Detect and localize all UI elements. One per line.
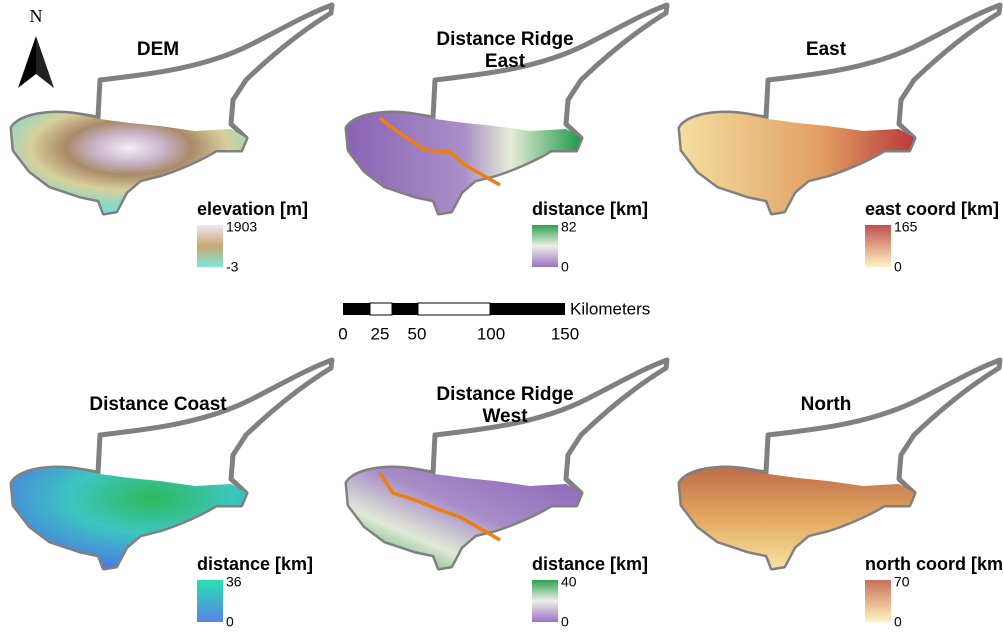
scale-tick-label: 50 (408, 324, 427, 343)
scale-unit: Kilometers (570, 299, 650, 318)
panel-title: Distance Ridge (436, 29, 573, 50)
legend-title: distance [km] (197, 554, 313, 574)
map-panel: North north coord [km]70 0 (680, 360, 1003, 629)
map-panel: Distance Coast distance [km]36 0 (12, 360, 332, 629)
legend-min: 0 (894, 259, 902, 275)
legend-max: 82 (561, 219, 577, 235)
north-arrow: N (18, 6, 54, 88)
figure: N Kilometers 0 25 50 100 150 DEM elevation [m… (0, 0, 1003, 629)
legend-min: 0 (561, 614, 569, 629)
legend-max: 165 (894, 219, 918, 235)
legend-ramp (865, 225, 891, 267)
scale-tick-label: 0 (338, 324, 347, 343)
legend-max: 36 (226, 574, 242, 590)
legend-max: 1903 (226, 219, 257, 235)
panel-title: North (801, 394, 852, 415)
scale-tick-label: 25 (371, 324, 390, 343)
legend-min: 0 (226, 614, 234, 629)
scale-bar: Kilometers 0 25 50 100 150 (338, 299, 650, 343)
legend-title: elevation [m] (197, 199, 308, 219)
legend-title: distance [km] (532, 199, 648, 219)
legend-ramp (532, 225, 558, 267)
legend-ramp (865, 580, 891, 622)
panel-title: Distance Coast (89, 394, 227, 415)
panel-title: East (806, 39, 847, 60)
legend-ramp (197, 225, 223, 267)
panel-title: East (485, 51, 526, 72)
panel-title: Distance Ridge (436, 384, 573, 405)
legend-title: north coord [km] (865, 554, 1003, 574)
map-panel: DEM elevation [m]1903 -3 (12, 5, 332, 275)
legend-max: 70 (894, 574, 910, 590)
legend-max: 40 (561, 574, 577, 590)
legend-min: 0 (561, 259, 569, 275)
legend-title: east coord [km] (865, 199, 999, 219)
legend-min: 0 (894, 614, 902, 629)
legend-title: distance [km] (532, 554, 648, 574)
legend-min: -3 (226, 259, 239, 275)
map-panel: East east coord [km]165 0 (680, 5, 1000, 275)
panel-title: DEM (137, 39, 179, 60)
scale-tick-label: 150 (551, 324, 579, 343)
legend-ramp (197, 580, 223, 622)
legend-ramp (532, 580, 558, 622)
panel-title: West (482, 406, 528, 427)
scale-tick-label: 100 (477, 324, 505, 343)
north-label: N (30, 6, 43, 26)
